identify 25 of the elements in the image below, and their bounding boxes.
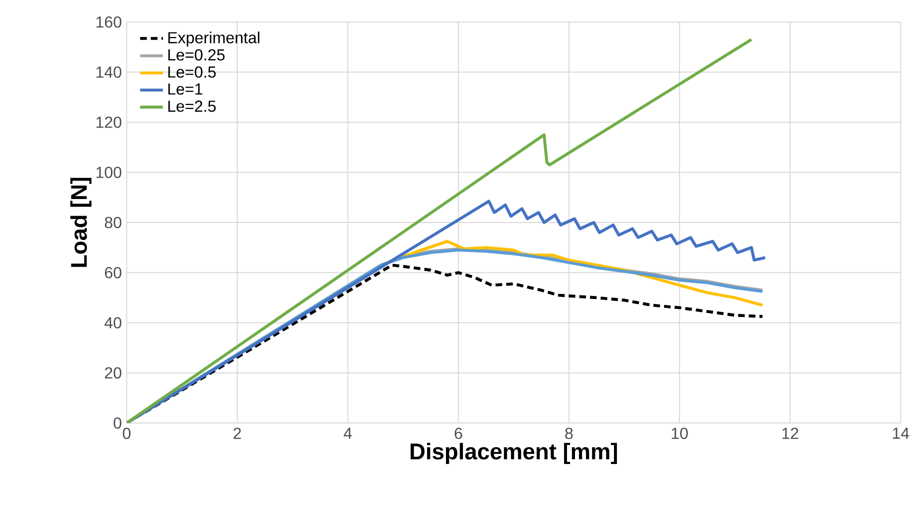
legend-label: Le=1 (168, 84, 202, 95)
y-tick-label: 120 (96, 116, 122, 128)
x-tick-label: 12 (782, 428, 798, 439)
legend-label: Le=2.5 (168, 100, 216, 112)
x-axis-title: Displacement [mm] (410, 442, 617, 464)
y-tick-label: 80 (104, 216, 122, 228)
line-series (126, 200, 767, 423)
y-tick-label: 160 (96, 16, 122, 28)
x-tick-label: 10 (672, 428, 688, 440)
y-axis-title: Load [N] (70, 178, 92, 267)
x-tick-label: 0 (122, 428, 131, 440)
y-tick-label: 20 (104, 367, 122, 379)
x-tick-label: 6 (454, 428, 462, 440)
y-tick-label: 60 (104, 266, 122, 278)
y-tick-label: 100 (96, 166, 122, 178)
y-tick-label: 140 (96, 66, 122, 78)
x-tick-label: 8 (565, 428, 573, 440)
legend-label: Experimental (168, 32, 260, 47)
x-tick-label: 2 (234, 428, 241, 439)
x-tick-label: 4 (344, 428, 352, 439)
y-tick-label: 40 (104, 317, 122, 328)
legend-label: Le=0.5 (168, 66, 216, 78)
x-tick-label: 14 (892, 428, 910, 439)
legend-label: Le=0.25 (168, 49, 225, 61)
y-tick-label: 0 (114, 417, 122, 429)
